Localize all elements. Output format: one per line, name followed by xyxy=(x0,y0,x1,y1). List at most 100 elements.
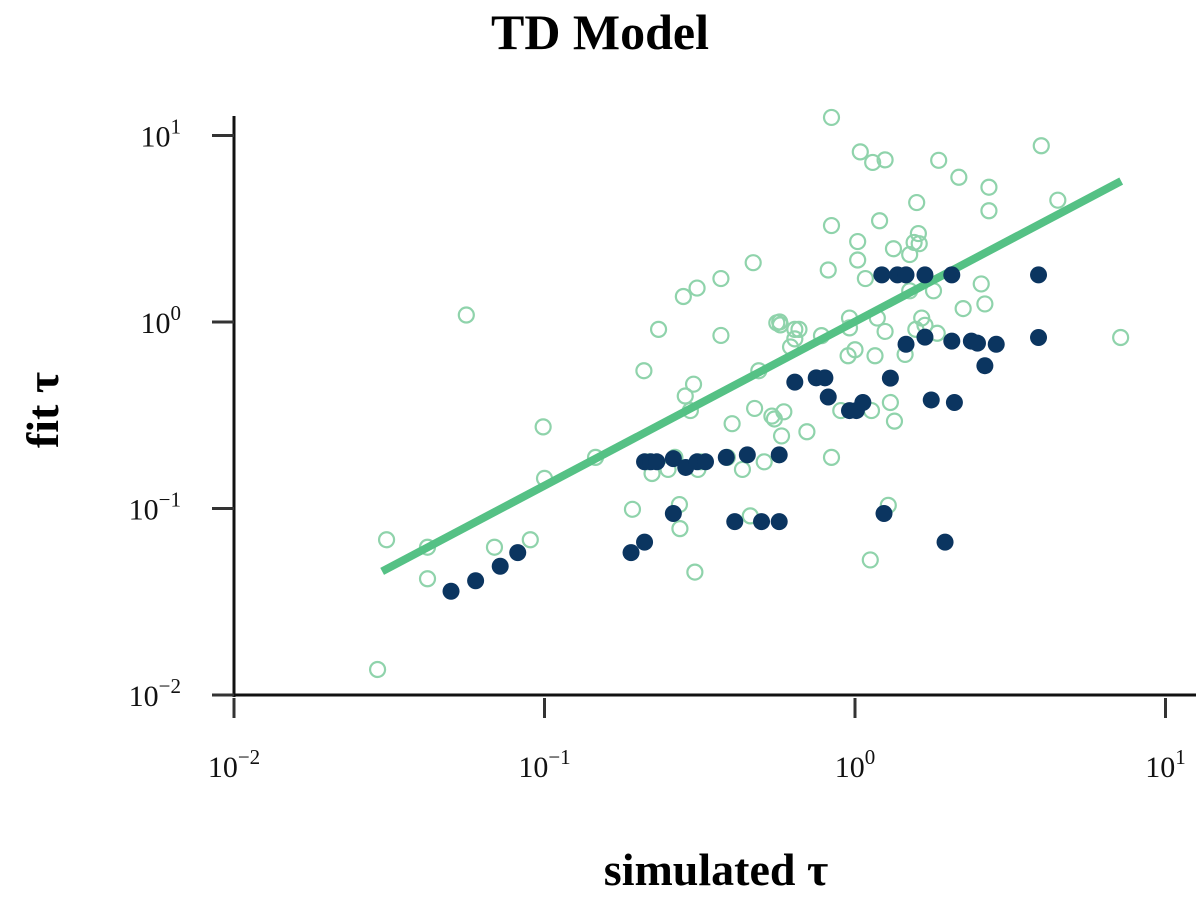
open-data-point xyxy=(712,326,730,345)
open-data-point xyxy=(849,232,867,251)
open-data-point xyxy=(671,520,689,538)
filled-data-point xyxy=(976,357,994,375)
open-data-point xyxy=(864,153,882,172)
filled-data-point xyxy=(770,513,788,531)
open-data-point xyxy=(885,412,904,430)
filled-data-point xyxy=(854,394,872,412)
filled-data-point xyxy=(664,450,682,468)
open-data-point xyxy=(534,418,552,436)
filled-data-point xyxy=(922,391,940,409)
y-tick-label: 100 xyxy=(141,301,182,340)
filled-data-point xyxy=(987,335,1005,353)
open-data-point xyxy=(954,299,972,318)
open-data-point xyxy=(1032,137,1050,155)
filled-data-point xyxy=(509,544,527,562)
open-data-point xyxy=(521,531,539,549)
open-data-point xyxy=(733,460,752,479)
filled-data-point xyxy=(873,266,891,284)
open-data-point xyxy=(485,538,504,556)
open-data-point xyxy=(884,240,903,258)
open-data-point xyxy=(723,415,741,433)
open-data-point xyxy=(686,563,704,581)
filled-data-point xyxy=(936,533,954,551)
open-data-point xyxy=(881,393,899,412)
open-data-point xyxy=(635,362,653,380)
open-data-point xyxy=(1049,191,1067,209)
filled-data-point xyxy=(726,513,744,531)
x-tick-label: 100 xyxy=(835,745,876,784)
x-axis-label: simulated τ xyxy=(604,844,828,895)
open-data-point xyxy=(980,202,998,220)
open-data-point xyxy=(1112,328,1130,347)
open-data-point xyxy=(819,261,837,279)
open-data-point xyxy=(746,399,764,418)
open-data-point xyxy=(457,306,475,324)
open-marker-series xyxy=(368,108,1130,679)
filled-data-point xyxy=(770,446,788,464)
fit-line xyxy=(380,177,1124,575)
x-tick-label: 101 xyxy=(1145,745,1186,784)
filled-data-point xyxy=(881,369,899,387)
open-data-point xyxy=(368,660,387,679)
open-data-point xyxy=(684,375,703,393)
open-data-point xyxy=(755,453,773,471)
filled-data-point xyxy=(442,582,460,600)
filled-data-point xyxy=(968,334,986,352)
open-data-point xyxy=(676,387,694,405)
open-data-point xyxy=(976,295,994,313)
filled-data-point xyxy=(945,394,963,412)
filled-data-point xyxy=(916,328,934,346)
filled-data-point xyxy=(696,453,714,471)
x-tick-label: 10−2 xyxy=(208,745,260,784)
open-data-point xyxy=(901,245,919,264)
open-data-point xyxy=(674,287,692,306)
open-data-point xyxy=(876,322,894,341)
open-data-point xyxy=(861,551,879,569)
x-tick-label: 10−1 xyxy=(518,745,570,784)
open-data-point xyxy=(876,151,894,169)
open-data-point xyxy=(972,275,990,293)
open-data-point xyxy=(910,235,928,253)
open-data-point xyxy=(377,531,396,549)
open-data-point xyxy=(846,341,864,359)
open-data-point xyxy=(688,279,706,297)
filled-data-point xyxy=(717,448,735,466)
filled-data-point xyxy=(1030,328,1048,346)
filled-data-point xyxy=(897,335,915,353)
filled-data-point xyxy=(786,373,804,391)
filled-data-point xyxy=(819,388,837,406)
open-data-point xyxy=(772,427,791,445)
filled-data-point xyxy=(943,266,961,284)
open-data-point xyxy=(950,168,968,186)
filled-data-point xyxy=(491,557,509,575)
filled-data-point xyxy=(622,544,640,562)
open-data-point xyxy=(623,500,642,518)
open-data-point xyxy=(786,330,804,348)
open-data-point xyxy=(822,108,841,127)
y-axis-ticks: 10−2 10−1 100 101 xyxy=(129,115,234,713)
open-data-point xyxy=(418,570,437,588)
open-data-point xyxy=(798,423,816,441)
open-data-point xyxy=(822,216,841,235)
open-data-point xyxy=(822,448,841,466)
open-data-point xyxy=(649,320,668,338)
y-tick-label: 10−1 xyxy=(129,488,181,527)
y-tick-label: 10−2 xyxy=(129,674,181,713)
open-data-point xyxy=(763,407,781,425)
filled-marker-series xyxy=(442,266,1048,600)
filled-data-point xyxy=(738,446,756,464)
filled-data-point xyxy=(943,332,961,350)
filled-data-point xyxy=(648,453,666,471)
x-axis-ticks: 10−2 10−1 100 101 xyxy=(208,698,1186,784)
chart-title: TD Model xyxy=(490,4,710,60)
open-data-point xyxy=(866,347,884,365)
filled-data-point xyxy=(916,266,934,284)
filled-data-point xyxy=(636,533,654,551)
open-data-point xyxy=(790,320,808,338)
open-data-point xyxy=(908,193,926,212)
open-data-point xyxy=(909,224,927,243)
open-data-point xyxy=(744,254,762,272)
open-data-point xyxy=(980,178,998,196)
open-data-point xyxy=(870,212,889,230)
